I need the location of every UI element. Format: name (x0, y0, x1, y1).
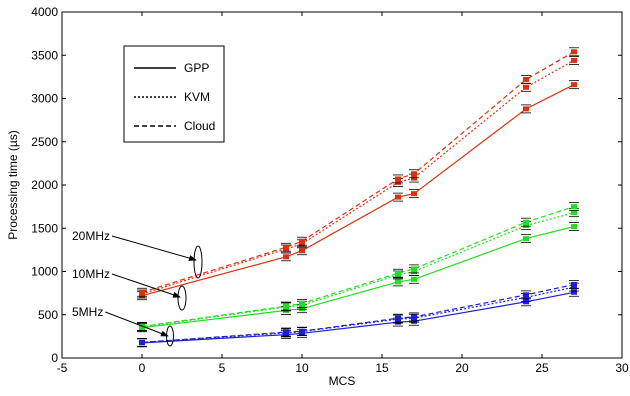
annotation-ellipse (177, 285, 187, 311)
data-point (411, 171, 417, 177)
annotation-arrow (111, 235, 197, 261)
series-line-10mhz-dashed (141, 206, 575, 327)
series-line-10mhz-dotted (141, 212, 575, 328)
data-point (299, 328, 305, 334)
annotation-layer: 20MHz 10MHz 5MHz (72, 229, 203, 347)
annotation-ellipse (166, 325, 174, 347)
data-point (395, 194, 401, 200)
series-line-10mhz-solid (141, 225, 575, 329)
y-tick-label: 500 (38, 308, 58, 322)
data-point (283, 329, 289, 335)
data-point (395, 315, 401, 321)
data-point (571, 82, 577, 88)
y-tick-label: 0 (51, 351, 58, 365)
annotation-label-20mhz: 20MHz (72, 229, 110, 243)
axis-ticks: -5 0 5 10 15 20 25 3005001000150020002500300035… (31, 5, 629, 375)
data-point (523, 292, 529, 298)
data-point (283, 303, 289, 309)
legend-label: GPP (184, 61, 209, 75)
annotation-arrow (105, 311, 169, 337)
data-point (571, 224, 577, 230)
data-point (571, 49, 577, 55)
data-point (571, 281, 577, 287)
y-tick-label: 2000 (31, 178, 58, 192)
data-point (283, 254, 289, 260)
data-point (299, 238, 305, 244)
data-point (523, 236, 529, 242)
annotation-label-10mhz: 10MHz (72, 267, 110, 281)
x-tick-label: 10 (295, 361, 309, 375)
x-tick-label: 5 (219, 361, 226, 375)
data-point (411, 191, 417, 197)
x-tick-label: 25 (535, 361, 549, 375)
data-point (411, 314, 417, 320)
series-line-5mhz-dotted (141, 286, 575, 343)
data-point (395, 270, 401, 276)
y-axis-label: Processing time (µs) (6, 130, 20, 240)
data-point (299, 241, 305, 247)
x-tick-label: 30 (615, 361, 629, 375)
y-tick-label: 3000 (31, 92, 58, 106)
data-point (523, 84, 529, 90)
data-point (299, 306, 305, 312)
data-point (299, 301, 305, 307)
y-tick-label: 3500 (31, 48, 58, 62)
y-tick-label: 1500 (31, 221, 58, 235)
legend-label: Cloud (184, 119, 215, 133)
legend: GPP KVM Cloud (123, 45, 225, 143)
annotation-arrow (111, 273, 181, 298)
data-point (523, 294, 529, 300)
data-point (395, 176, 401, 182)
x-axis-label: MCS (329, 374, 356, 388)
data-point (139, 339, 145, 345)
legend-label: KVM (184, 90, 210, 104)
y-tick-label: 1000 (31, 265, 58, 279)
annotation-label-5mhz: 5MHz (72, 305, 103, 319)
data-point (395, 279, 401, 285)
data-point (283, 244, 289, 250)
data-point (571, 57, 577, 63)
data-point (523, 76, 529, 82)
data-point (395, 179, 401, 185)
data-point (523, 219, 529, 225)
series-layer (137, 47, 579, 348)
data-point (411, 266, 417, 272)
x-tick-label: -5 (57, 361, 68, 375)
x-tick-label: 0 (139, 361, 146, 375)
data-point (411, 276, 417, 282)
y-tick-label: 2500 (31, 135, 58, 149)
y-tick-label: 4000 (31, 5, 58, 19)
data-point (139, 289, 145, 295)
x-tick-label: 20 (455, 361, 469, 375)
data-point (523, 106, 529, 112)
annotation-ellipse (193, 245, 203, 279)
data-point (571, 204, 577, 210)
data-point (571, 210, 577, 216)
data-point (571, 289, 577, 295)
data-point (571, 284, 577, 290)
data-point (523, 223, 529, 229)
data-point (411, 269, 417, 274)
x-tick-label: 15 (375, 361, 389, 375)
data-point (299, 248, 305, 254)
